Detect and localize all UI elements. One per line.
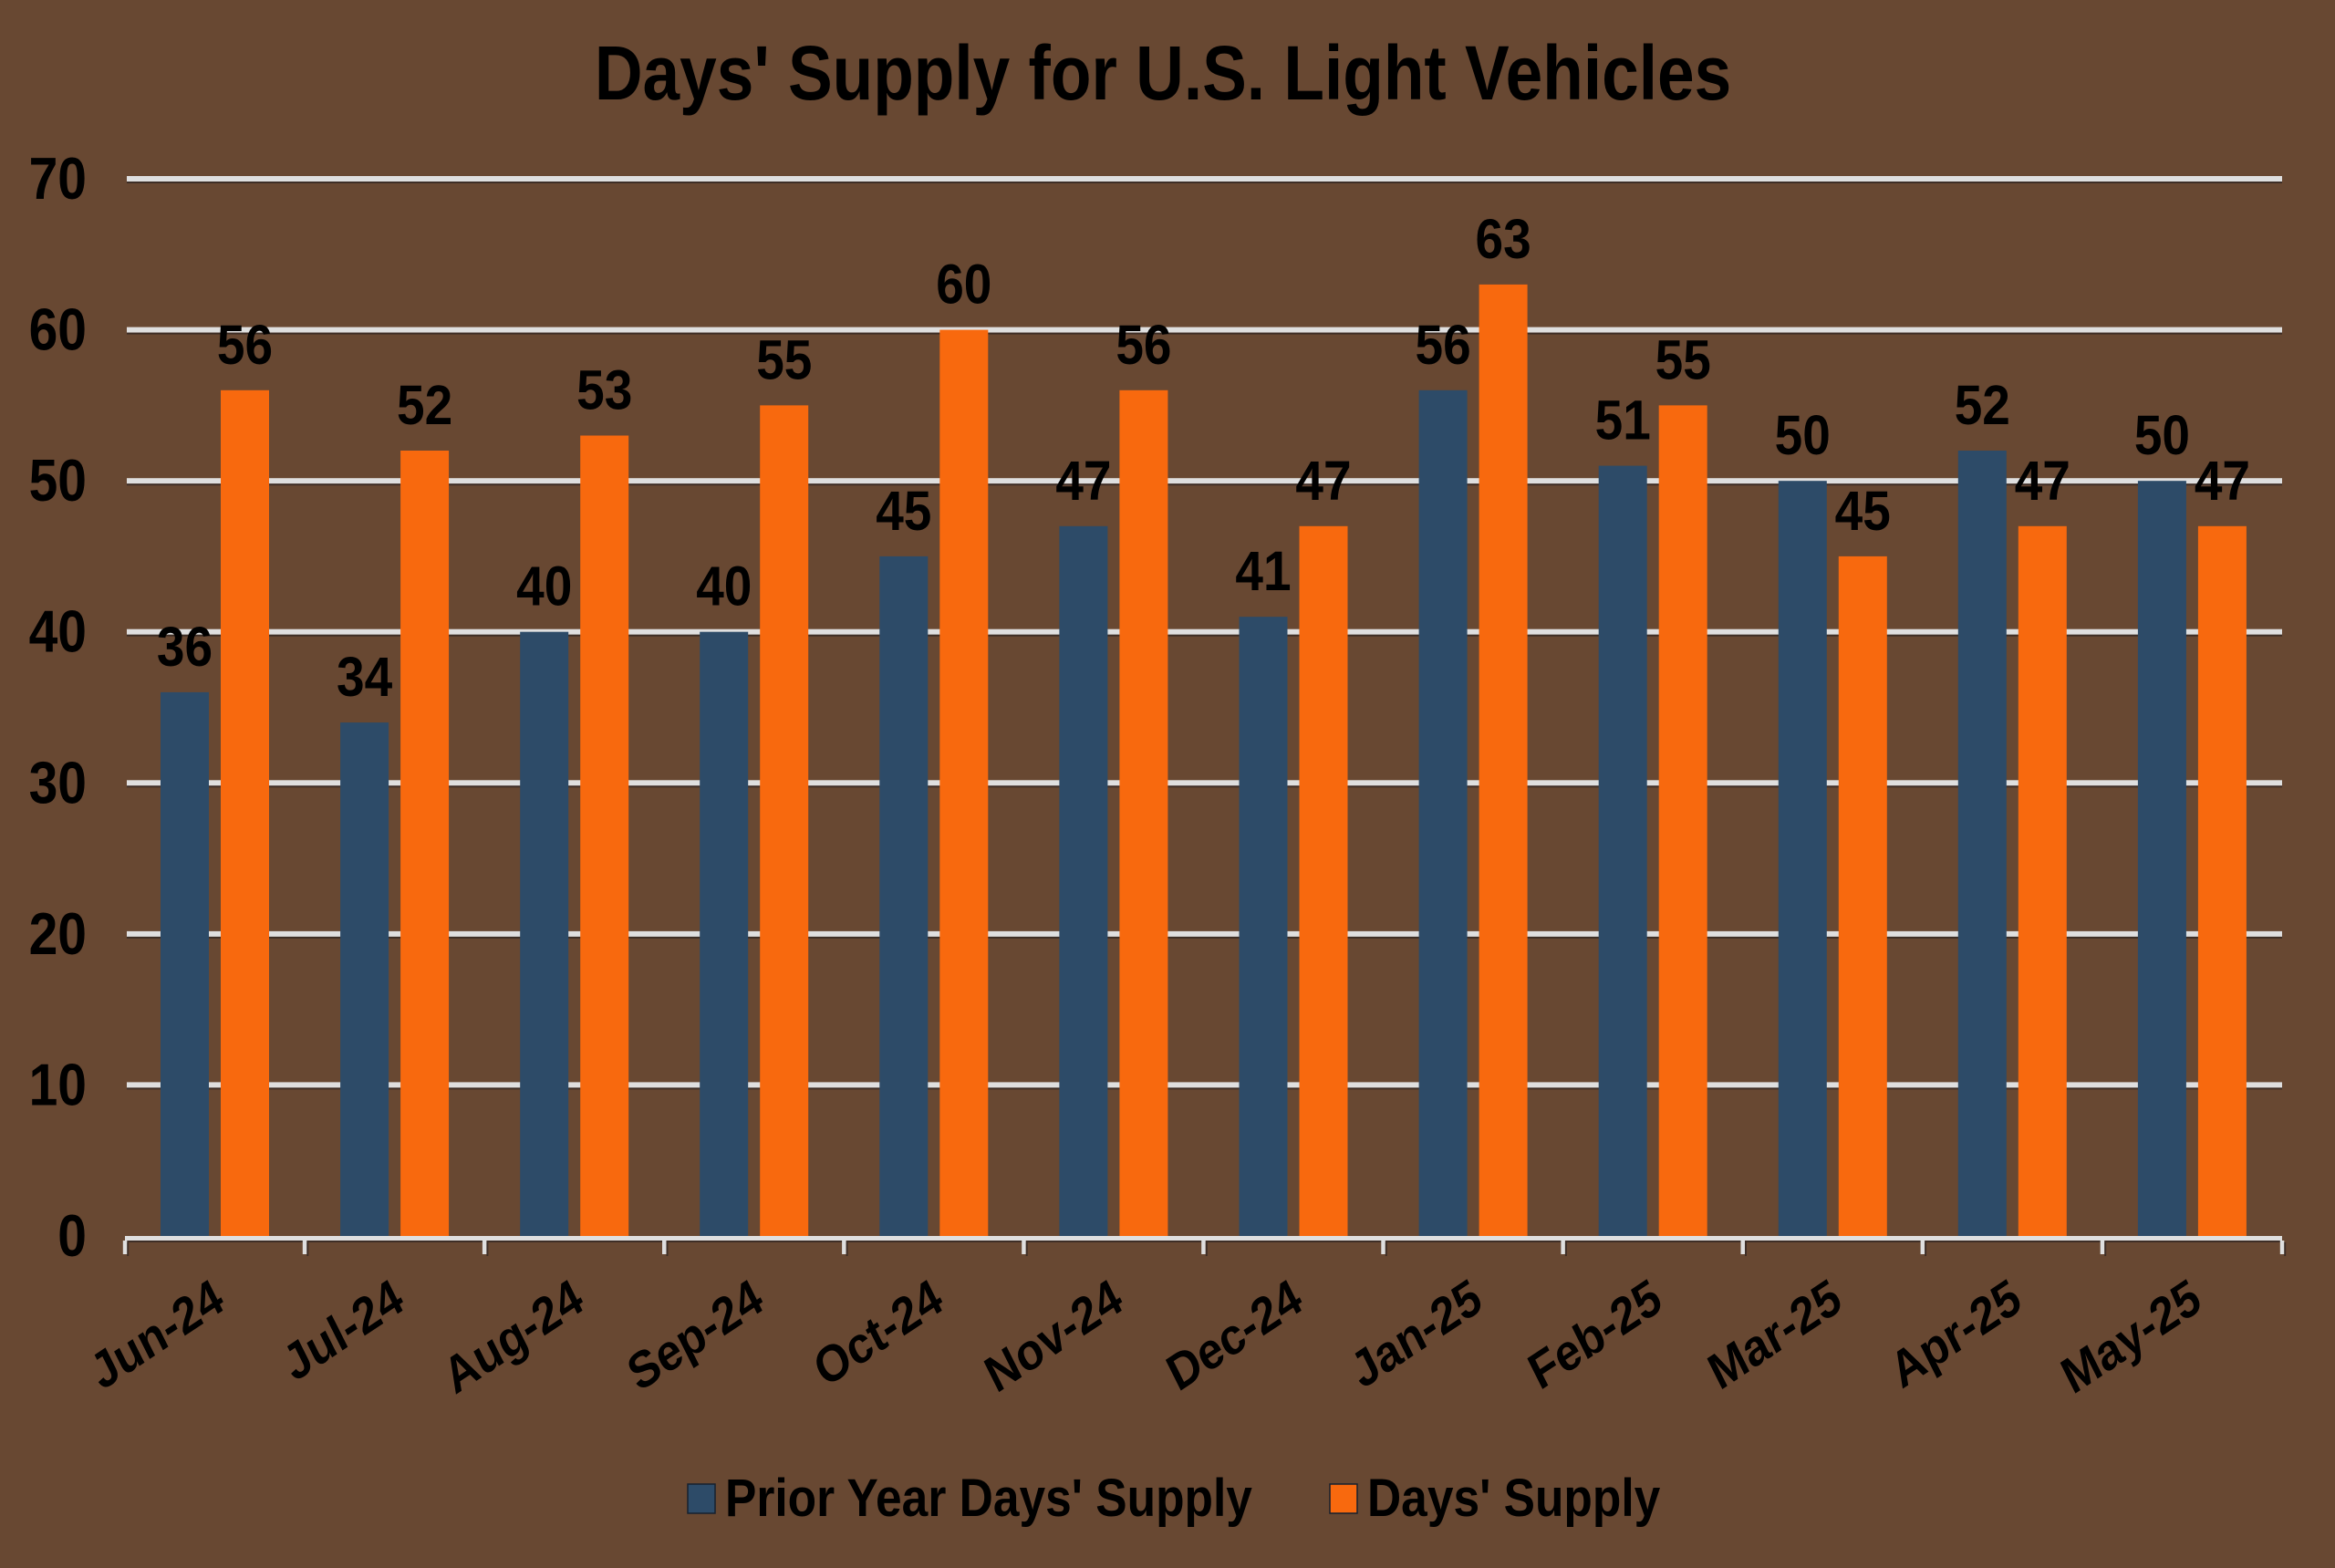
svg-text:47: 47 [1055, 450, 1111, 513]
svg-text:47: 47 [2195, 450, 2250, 513]
svg-text:56: 56 [1116, 314, 1171, 377]
svg-text:63: 63 [1476, 208, 1531, 271]
svg-text:55: 55 [1655, 329, 1711, 392]
svg-text:40: 40 [29, 598, 87, 664]
svg-text:47: 47 [1295, 450, 1351, 513]
svg-text:10: 10 [29, 1052, 87, 1117]
svg-text:45: 45 [876, 480, 931, 543]
svg-text:50: 50 [2134, 404, 2190, 467]
svg-text:60: 60 [29, 296, 87, 362]
svg-text:50: 50 [29, 448, 87, 514]
svg-text:47: 47 [2015, 450, 2070, 513]
svg-text:20: 20 [29, 900, 87, 966]
svg-text:40: 40 [516, 556, 572, 618]
svg-text:Days' Supply: Days' Supply [1367, 1468, 1661, 1528]
svg-text:Prior Year Days' Supply: Prior Year Days' Supply [725, 1468, 1252, 1528]
svg-text:52: 52 [1955, 374, 2010, 437]
svg-text:40: 40 [696, 556, 752, 618]
svg-text:34: 34 [337, 646, 393, 709]
svg-text:50: 50 [1775, 404, 1831, 467]
svg-text:60: 60 [936, 254, 991, 317]
svg-text:45: 45 [1835, 480, 1891, 543]
svg-text:41: 41 [1235, 540, 1291, 603]
svg-text:Days' Supply for U.S. Light Ve: Days' Supply for U.S. Light Vehicles [595, 29, 1731, 116]
svg-text:0: 0 [57, 1203, 87, 1269]
svg-text:36: 36 [157, 616, 213, 679]
svg-text:70: 70 [29, 146, 87, 212]
svg-text:55: 55 [756, 329, 812, 392]
svg-text:51: 51 [1595, 389, 1651, 452]
svg-text:30: 30 [29, 750, 87, 815]
svg-text:53: 53 [576, 359, 632, 422]
svg-text:56: 56 [1416, 314, 1471, 377]
svg-text:56: 56 [217, 314, 273, 377]
svg-text:52: 52 [397, 374, 452, 437]
